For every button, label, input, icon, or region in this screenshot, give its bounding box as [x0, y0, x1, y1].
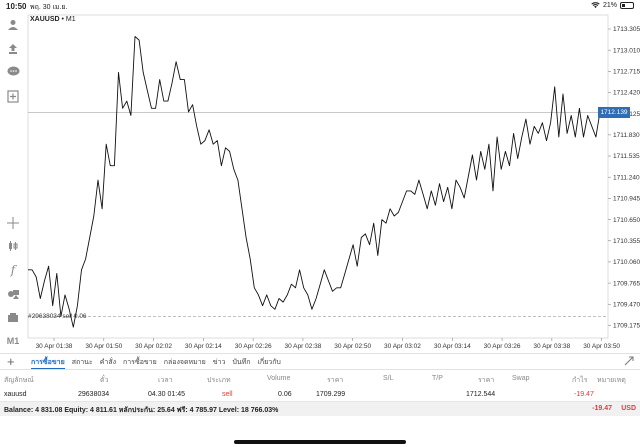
col-ticket: ตั๋ว — [100, 377, 109, 384]
col-price: ราคา — [327, 377, 344, 384]
y-tick-label: 1711.830 — [613, 132, 640, 139]
y-tick-label: 1713.305 — [613, 26, 640, 33]
chart-timeframe: M1 — [65, 16, 76, 23]
y-tick-label: 1709.470 — [613, 301, 640, 308]
row-price: 1709.299 — [316, 391, 346, 398]
balance-currency: USD — [621, 405, 636, 412]
y-tick-label: 1712.420 — [613, 90, 640, 97]
row-volume: 0.06 — [278, 391, 292, 398]
chart-symbol: XAUUSD — [30, 16, 60, 23]
balance-total-profit: -19.47 — [592, 405, 612, 412]
x-tick-label: 30 Apr 03:50 — [583, 343, 620, 350]
tab-item[interactable]: คำสั่ง — [99, 359, 117, 366]
tab-item[interactable]: เกี่ยวกับ — [257, 359, 281, 366]
new-order-icon[interactable] — [4, 87, 22, 105]
row-ticket: 29638034 — [78, 391, 110, 398]
trade-arrows-icon[interactable] — [4, 40, 22, 58]
timeframe-m1-icon[interactable]: M1 — [6, 336, 20, 346]
row-current-price: 1712.544 — [466, 391, 496, 398]
col-volume: Volume — [267, 375, 291, 382]
row-divider — [0, 401, 640, 402]
templates-icon[interactable] — [4, 309, 22, 327]
y-tick-label: 1709.765 — [613, 280, 640, 287]
table-header: สัญลักษณ์ ตั๋ว เวลา ประเภท Volume ราคา S… — [0, 371, 640, 386]
price-chart[interactable]: XAUUSD • M1 1713.305 1713.010 1712.715 1712… — [26, 13, 640, 353]
x-tick-label: 30 Apr 03:02 — [384, 343, 421, 350]
status-right: 21% — [591, 2, 634, 9]
objects-icon[interactable] — [4, 285, 22, 303]
status-time: 10:50 — [6, 2, 27, 11]
plot-frame — [27, 14, 609, 339]
x-tick-label: 30 Apr 03:38 — [533, 343, 570, 350]
col-tp: T/P — [432, 375, 443, 382]
y-tick-label: 1711.240 — [613, 174, 640, 181]
tab-item[interactable]: กล่องจดหมาย — [163, 359, 206, 366]
col-comment: หมายเหตุ — [597, 377, 626, 384]
col-swap: Swap — [512, 375, 530, 382]
expand-icon[interactable] — [624, 356, 634, 366]
battery-icon — [620, 2, 634, 9]
balance-row: Balance: 4 831.08 Equity: 4 811.61 หลักป… — [0, 402, 640, 416]
row-type: sell — [222, 391, 233, 398]
account-icon[interactable] — [4, 16, 22, 34]
terminal-tab-bar: + การซื้อขาย สถานะ คำสั่ง การซื้อขาย กล่องจด… — [0, 353, 640, 370]
y-tick-label: 1710.355 — [613, 238, 640, 245]
indicators-icon[interactable]: f — [10, 263, 16, 277]
col-type: ประเภท — [207, 377, 231, 384]
x-tick-label: 30 Apr 03:14 — [434, 343, 471, 350]
x-tick-label: 30 Apr 01:50 — [85, 343, 122, 350]
y-tick-label: 1711.535 — [613, 153, 640, 160]
current-price-label: 1712.139 — [598, 107, 630, 119]
tab-item[interactable]: ข่าว — [212, 359, 226, 366]
x-tick-label: 30 Apr 02:02 — [135, 343, 172, 350]
x-tick-label: 30 Apr 02:26 — [235, 343, 272, 350]
y-tick-label: 1712.715 — [613, 69, 640, 76]
row-profit: -19.47 — [574, 391, 594, 398]
terminal-tabs: การซื้อขาย สถานะ คำสั่ง การซื้อขาย กล่องจดหม… — [31, 357, 281, 369]
chart-canvas[interactable]: 1713.3051713.0101712.7151712.4201712.125… — [26, 13, 640, 353]
left-toolbar: f M1 — [0, 13, 26, 353]
status-date: พฤ. 30 เม.ย. — [30, 4, 68, 11]
tab-item[interactable]: การซื้อขาย — [31, 357, 65, 369]
col-symbol: สัญลักษณ์ — [4, 377, 34, 384]
chat-icon[interactable] — [4, 63, 22, 81]
chart-title: XAUUSD • M1 — [30, 16, 76, 23]
col-current-price: ราคา — [478, 377, 495, 384]
y-tick-label: 1710.650 — [613, 217, 640, 224]
col-profit: กำไร — [572, 377, 588, 384]
col-time: เวลา — [158, 377, 173, 384]
order-line-label[interactable]: #29638034 sell 0.06 — [28, 312, 87, 320]
wifi-icon — [591, 2, 600, 9]
col-sl: S/L — [383, 375, 394, 382]
tab-item[interactable]: บันทึก — [232, 359, 251, 366]
y-tick-label: 1713.010 — [613, 47, 640, 54]
status-bar: 10:50 พฤ. 30 เม.ย. 21% — [0, 0, 640, 13]
y-tick-label: 1710.060 — [613, 259, 640, 266]
price-line-series — [28, 36, 601, 328]
x-tick-label: 30 Apr 02:38 — [284, 343, 321, 350]
x-tick-label: 30 Apr 02:50 — [334, 343, 371, 350]
crosshair-icon[interactable] — [4, 214, 22, 232]
row-symbol: xauusd — [4, 391, 27, 398]
balance-text: Balance: 4 831.08 Equity: 4 811.61 หลักป… — [4, 407, 279, 414]
y-tick-label: 1710.945 — [613, 196, 640, 203]
y-tick-label: 1709.175 — [613, 323, 640, 330]
battery-percent: 21% — [602, 2, 617, 9]
x-tick-label: 30 Apr 01:38 — [36, 343, 73, 350]
x-tick-label: 30 Apr 02:14 — [185, 343, 222, 350]
row-time: 04.30 01:45 — [148, 391, 185, 398]
x-tick-label: 30 Apr 03:26 — [484, 343, 521, 350]
candles-icon[interactable] — [4, 237, 22, 255]
add-button[interactable]: + — [7, 354, 15, 369]
tab-item[interactable]: การซื้อขาย — [123, 359, 157, 366]
tab-item[interactable]: สถานะ — [71, 359, 93, 366]
table-row[interactable]: xauusd 29638034 04.30 01:45 sell 0.06 17… — [0, 387, 640, 402]
home-indicator — [234, 440, 406, 444]
chart-dot: • — [61, 16, 66, 23]
